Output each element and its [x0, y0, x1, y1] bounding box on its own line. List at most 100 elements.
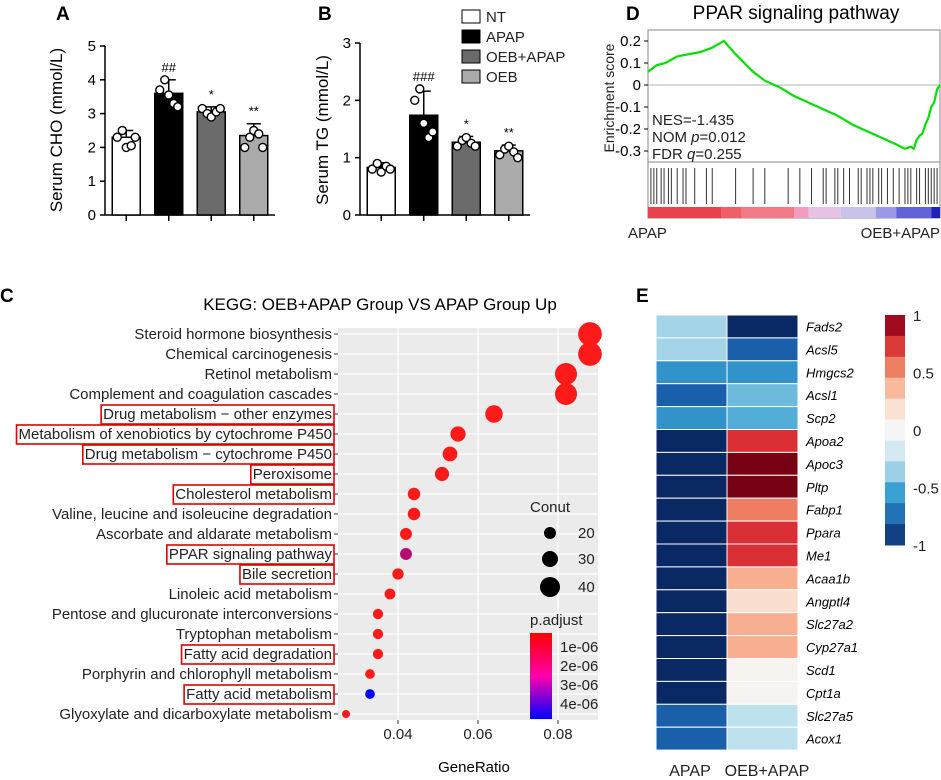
data-point	[258, 142, 268, 153]
gsea-nes: NES=-1.435	[652, 112, 734, 129]
data-point	[372, 158, 382, 169]
scale-tick-label: -1	[913, 538, 926, 555]
heatmap-cell	[726, 566, 799, 591]
heatmap-cell	[655, 703, 728, 728]
gene-label: Apoa2	[805, 434, 844, 449]
gsea-y-tick-label: 0.2	[620, 33, 641, 50]
highlight-box	[249, 464, 335, 485]
data-point	[410, 95, 420, 106]
data-point	[215, 103, 225, 114]
significance-mark: **	[249, 104, 259, 119]
bar-apap	[154, 92, 184, 216]
heatmap-cell	[655, 520, 728, 545]
data-point	[470, 141, 480, 151]
heatmap-cell	[655, 474, 728, 499]
rank-color-segment	[931, 207, 940, 218]
y-axis-label-a: Serum CHO (mmol/L)	[47, 48, 66, 212]
color-legend-title: p.adjust	[530, 612, 583, 629]
pathway-dot	[392, 568, 404, 580]
pathway-dot	[442, 446, 458, 462]
chart-c: C KEGG: OEB+APAP Group VS APAP Group Up …	[0, 286, 602, 776]
size-legend-30: 30	[578, 551, 595, 568]
heatmap-cell	[655, 314, 728, 339]
pathway-dot	[578, 342, 602, 366]
heatmap-cell	[655, 406, 728, 431]
pathway-dot	[407, 507, 421, 521]
heatmap-cell	[726, 451, 799, 476]
rank-color-segment	[808, 207, 841, 218]
legend-swatch-apap	[461, 29, 481, 44]
size-legend-title: Conut	[530, 499, 571, 516]
y-tick-label: 4	[88, 72, 96, 89]
heatmap-cell	[726, 680, 799, 705]
heatmap-cell	[726, 726, 799, 751]
heatmap-cell	[655, 543, 728, 568]
pathway-label: Drug metabolism − cytochrome P450	[85, 446, 332, 463]
data-point	[240, 142, 250, 153]
gene-label: Acsl5	[805, 342, 839, 357]
heatmap-cell	[726, 658, 799, 682]
scale-tick-label: -0.5	[913, 481, 939, 498]
significance-mark: ##	[162, 60, 177, 75]
scale-segment	[885, 356, 905, 379]
rank-color-segment	[794, 207, 809, 218]
gene-label: Ppara	[806, 526, 841, 541]
significance-mark: *	[209, 87, 214, 102]
gene-label: Cpt1a	[806, 686, 841, 701]
panel-label-d: D	[626, 4, 640, 25]
y-tick-label: 3	[343, 35, 351, 52]
highlight-box	[172, 484, 335, 505]
pathway-dot	[372, 628, 384, 640]
legend-label-nt: NT	[486, 9, 506, 26]
bar-oeb-apap	[451, 141, 481, 216]
scale-tick-label: 0	[913, 423, 921, 440]
color-legend: p.adjust 1e-06 2e-06 3e-06 4e-06	[530, 612, 598, 719]
legend-swatch-oeb-apap	[461, 49, 481, 64]
y-tick-label: 0	[343, 207, 351, 224]
heatmap-cell	[655, 680, 728, 705]
data-point	[160, 75, 170, 85]
heatmap-cell	[726, 383, 799, 408]
size-legend: Conut 20 30 40	[530, 499, 595, 597]
data-point	[513, 152, 523, 163]
y-tick-label: 3	[88, 106, 96, 123]
y-axis-label-b: Serum TG (mmol/L)	[313, 55, 332, 205]
pathway-dot	[578, 322, 602, 346]
highlight-box	[81, 444, 335, 465]
heatmap-cell	[726, 406, 799, 431]
heatmap-cell	[726, 589, 799, 614]
size-legend-dot-40	[540, 577, 560, 597]
highlight-box	[183, 684, 335, 705]
legend-label-oeb-apap: OEB+APAP	[486, 49, 565, 66]
data-point	[376, 167, 386, 177]
pathway-label: Steroid hormone biosynthesis	[134, 326, 332, 343]
data-point	[130, 132, 140, 142]
gene-label: Slc27a2	[806, 617, 854, 632]
y-tick-label: 1	[343, 150, 351, 167]
scale-segment	[885, 461, 905, 483]
y-tick-label: 5	[88, 38, 96, 55]
pathway-label: Bile secretion	[242, 566, 332, 583]
heatmap-cell	[655, 337, 728, 362]
gsea-y-label: Enrichment score	[601, 43, 617, 152]
scale-segment	[885, 335, 905, 358]
significance-mark: ###	[413, 69, 435, 84]
y-tick-label: 1	[88, 173, 96, 190]
gsea-y-tick-label: -0.2	[615, 121, 641, 138]
data-point	[173, 102, 183, 112]
gsea-y-tick-label: -0.1	[615, 99, 641, 116]
data-point	[504, 141, 514, 151]
rank-color-segment	[840, 207, 876, 218]
pathway-label: Fatty acid degradation	[184, 646, 332, 663]
size-legend-dot-30	[542, 551, 558, 567]
heatmap-col-apap: APAP	[669, 763, 711, 780]
heatmap-cell	[726, 429, 799, 453]
heatmap-cell	[655, 726, 728, 751]
scale-segment	[885, 419, 905, 441]
significance-mark: *	[464, 116, 469, 131]
color-legend-1: 1e-06	[560, 639, 598, 656]
gene-label: Acox1	[805, 732, 842, 747]
pathway-label: Drug metabolism − other enzymes	[103, 406, 332, 423]
